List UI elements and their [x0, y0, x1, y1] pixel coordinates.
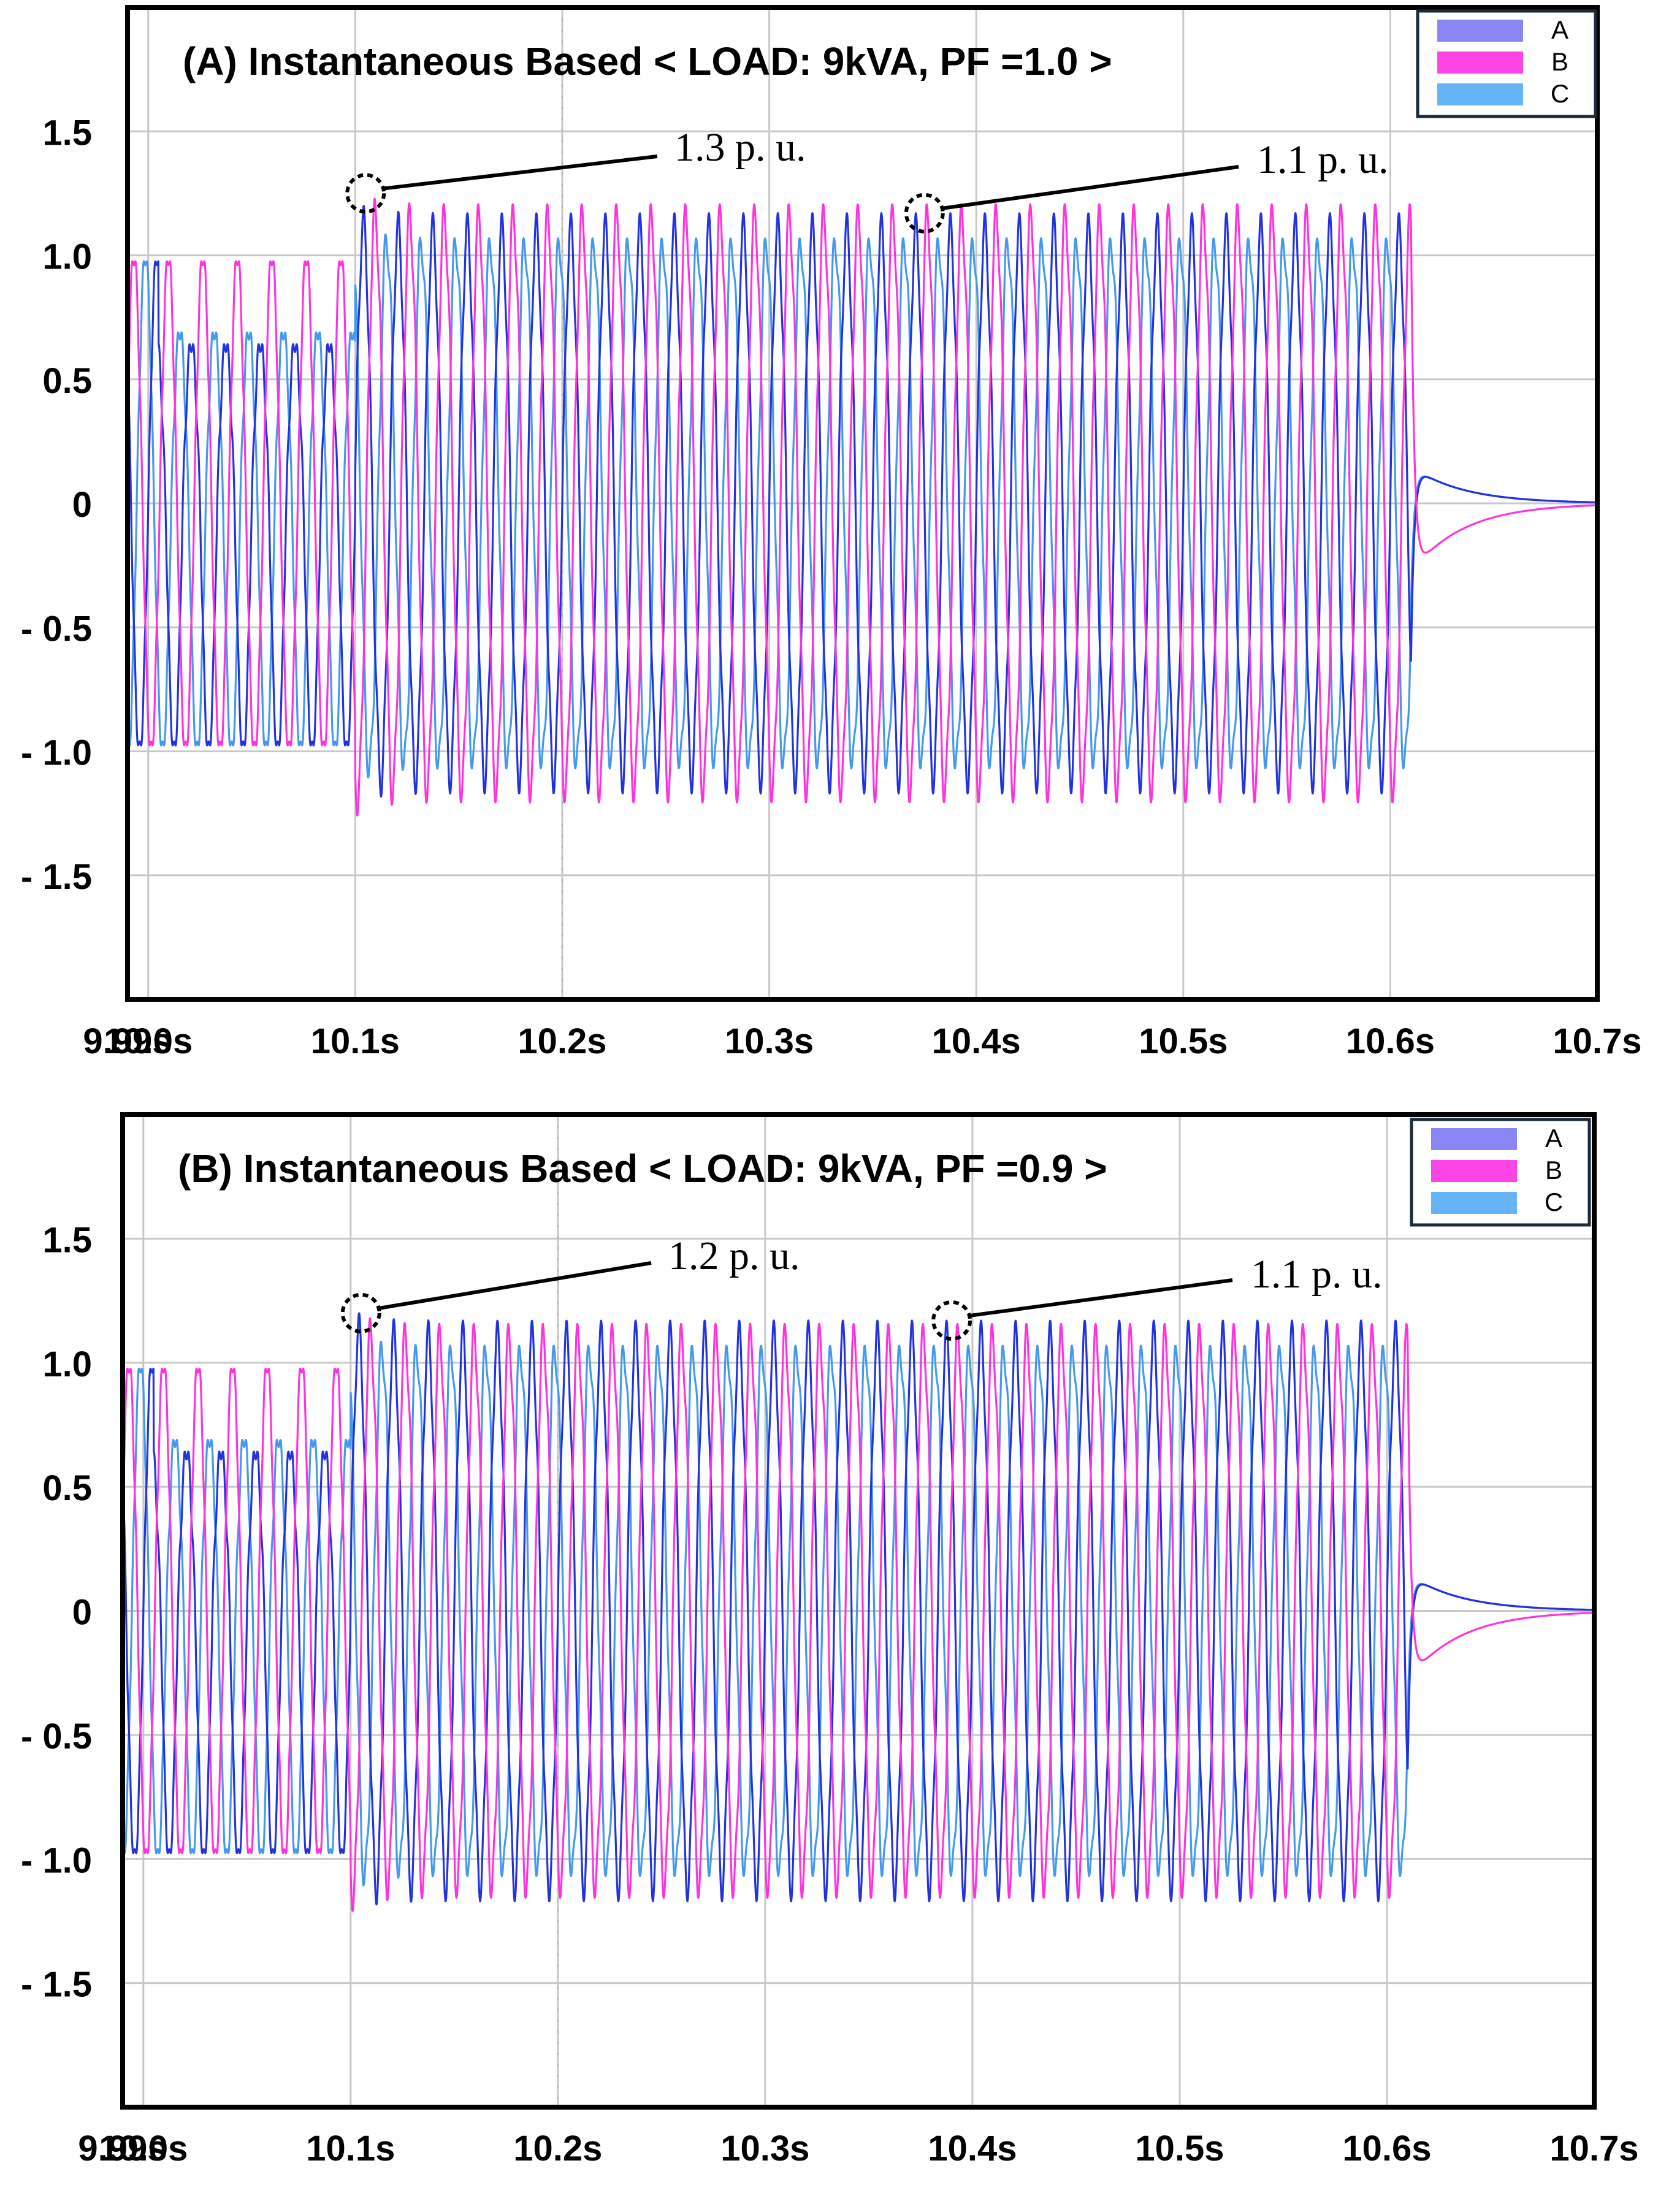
series-B-line: [123, 1317, 1594, 1912]
waveforms: [128, 197, 1597, 817]
x-tick-label: 10.5s: [1139, 1021, 1228, 1061]
y-tick-label: - 0.5: [21, 1717, 92, 1756]
y-tick-label: 0: [72, 1593, 92, 1633]
y-tick-label: - 1.5: [21, 1965, 92, 2005]
y-tick-label: 1.5: [42, 113, 92, 153]
legend-label-C: C: [1551, 79, 1569, 108]
chart-title: (A) Instantaneous Based < LOAD: 9kVA, PF…: [183, 39, 1112, 83]
legend-label-C: C: [1545, 1188, 1563, 1216]
x-tick-label: 10.1s: [306, 2129, 395, 2168]
legend-swatch-C: [1431, 1192, 1517, 1214]
y-tick-label: - 1.0: [21, 733, 92, 773]
annotation-leader: [379, 1261, 652, 1310]
y-tick-label: - 1.5: [21, 857, 92, 897]
legend: ABC: [1416, 9, 1597, 118]
annotation-leader: [969, 1278, 1233, 1318]
annotation-leader: [383, 154, 658, 191]
annotation-label: 1.1 p. u.: [1257, 137, 1389, 182]
x-tick-label: 10.2s: [513, 2129, 602, 2168]
waveforms: [123, 1312, 1594, 1912]
annotation-label: 1.2 p. u.: [668, 1234, 800, 1278]
x-tick-label: 10.6s: [1342, 2129, 1431, 2168]
x-tick-label: 10.6s: [1346, 1021, 1435, 1061]
annotation-leader: [942, 165, 1239, 210]
plot-frame: [125, 5, 1600, 1002]
x-tick-label: 10.0s: [104, 1021, 193, 1061]
legend: ABC: [1410, 1118, 1591, 1227]
y-tick-label: 0: [72, 485, 92, 525]
x-tick-label: 10.7s: [1549, 2129, 1638, 2168]
series-C-line: [128, 233, 1597, 779]
y-tick-label: 0.5: [42, 361, 92, 401]
y-tick-label: 0.5: [42, 1468, 92, 1508]
x-tick-label: 9.99s: [83, 1021, 172, 1061]
legend-label-A: A: [1545, 1124, 1562, 1153]
x-tick-label: 10.3s: [725, 1021, 814, 1061]
x-tick-label: 10.3s: [720, 2129, 809, 2168]
plot-frame: [120, 1112, 1597, 2110]
legend-label-A: A: [1551, 15, 1568, 44]
chart-title: (B) Instantaneous Based < LOAD: 9kVA, PF…: [178, 1146, 1107, 1191]
legend-swatch-B: [1437, 51, 1523, 74]
series-C-line: [123, 1341, 1594, 1886]
series-A-line: [123, 1312, 1594, 1905]
y-tick-label: 1.0: [42, 237, 92, 277]
legend-label-B: B: [1545, 1156, 1562, 1184]
legend-swatch-B: [1431, 1160, 1517, 1182]
x-tick-label: 10.4s: [928, 2129, 1017, 2168]
legend-swatch-C: [1437, 83, 1523, 105]
annotation-marker: [340, 1292, 381, 1333]
x-tick-label: 10.0s: [99, 2129, 188, 2168]
legend-label-B: B: [1551, 47, 1568, 76]
y-tick-label: - 0.5: [21, 609, 92, 649]
x-tick-label: 10.2s: [518, 1021, 606, 1061]
y-tick-label: - 1.0: [21, 1840, 92, 1880]
annotation-marker: [931, 1300, 972, 1341]
x-tick-label: 10.1s: [311, 1021, 400, 1061]
series-B-line: [128, 197, 1597, 817]
annotation-label: 1.1 p. u.: [1251, 1252, 1383, 1297]
x-tick-label: 10.4s: [932, 1021, 1021, 1061]
y-tick-label: 1.0: [42, 1344, 92, 1384]
x-tick-label: 9.99s: [78, 2129, 167, 2168]
y-tick-label: 1.5: [42, 1220, 92, 1260]
legend-swatch-A: [1437, 20, 1523, 42]
x-tick-label: 10.5s: [1135, 2129, 1224, 2168]
legend-swatch-A: [1431, 1128, 1517, 1150]
annotation-marker: [345, 173, 386, 214]
x-tick-label: 10.7s: [1553, 1021, 1641, 1061]
annotation-marker: [904, 193, 945, 234]
series-A-line: [128, 205, 1597, 798]
annotation-label: 1.3 p. u.: [674, 125, 806, 170]
